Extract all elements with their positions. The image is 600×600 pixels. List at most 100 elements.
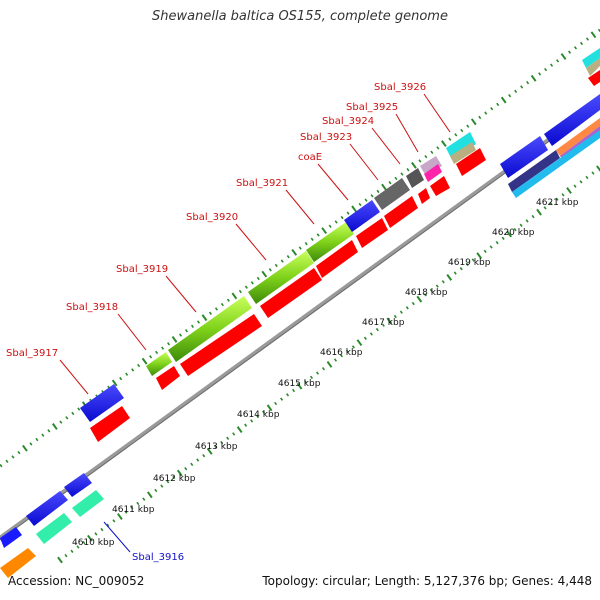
gene-label: Sbal_3924 (322, 116, 374, 127)
tick-mark (328, 224, 332, 228)
tick-mark (381, 183, 387, 191)
tick-mark (280, 397, 284, 401)
tick-mark (298, 246, 302, 250)
tick-track-inner (57, 165, 600, 564)
tick-mark (214, 445, 218, 449)
cds-cyan-right (512, 130, 600, 198)
tick-mark (184, 467, 188, 471)
tick-mark (94, 532, 98, 536)
cds-top-right (582, 48, 600, 68)
scale-label: 4614 kbp (237, 410, 280, 420)
tick-mark (596, 165, 600, 172)
scale-label: 4618 kbp (405, 288, 448, 298)
tick-mark (411, 161, 417, 169)
cds-red-j (456, 148, 486, 176)
cds-sbal-3919 (168, 296, 252, 362)
tick-mark (296, 382, 303, 390)
gene-label: Sbal_3926 (374, 82, 426, 93)
gene-label: Sbal_3923 (300, 132, 352, 143)
tick-mark (418, 159, 422, 163)
tick-mark (70, 549, 74, 553)
summary-text: Topology: circular; Length: 5,127,376 bp… (262, 574, 592, 588)
tick-mark (76, 545, 80, 549)
tick-mark (146, 491, 153, 499)
tick-mark (460, 128, 464, 133)
tick-mark (530, 74, 537, 82)
tick-mark (304, 241, 308, 246)
tick-mark (375, 327, 379, 332)
cds-sbal-3925 (420, 156, 442, 176)
label-leader-line (371, 127, 401, 165)
tick-mark (333, 358, 337, 362)
tick-mark (399, 310, 403, 314)
tick-mark (154, 488, 158, 493)
tick-mark (176, 469, 183, 477)
tick-mark (171, 336, 178, 343)
tick-mark (65, 416, 69, 420)
cds-blue-3 (64, 473, 92, 497)
tick-mark (137, 363, 141, 368)
tick-mark (525, 219, 529, 223)
tick-mark (440, 140, 447, 147)
tick-mark (112, 519, 116, 523)
tick-mark (321, 227, 328, 235)
tick-mark (501, 236, 505, 240)
tick-mark (149, 355, 153, 359)
tick-mark (459, 267, 463, 271)
tick-mark (286, 393, 290, 397)
tick-mark (394, 176, 398, 181)
tick-mark (256, 276, 260, 281)
tick-mark (316, 233, 320, 237)
tick-mark (416, 295, 423, 303)
tick-mark (429, 288, 433, 293)
tick-mark (226, 436, 230, 440)
scale-label: 4611 kbp (112, 505, 155, 515)
tick-mark (303, 380, 308, 384)
cds-sbal-3917 (80, 384, 124, 422)
tick-mark (166, 480, 170, 484)
cds-blue (0, 527, 22, 548)
tick-mark (315, 371, 320, 375)
cds-navy (508, 150, 560, 192)
cds-top-right-2 (586, 58, 600, 76)
tick-mark (585, 175, 589, 180)
tick-mark (536, 208, 542, 216)
tick-mark (82, 540, 86, 545)
cds-sbal-3924 (406, 168, 424, 188)
tick-mark (423, 293, 427, 297)
gene-label: Sbal_3917 (6, 348, 58, 359)
tick-mark (508, 94, 512, 98)
tick-mark (250, 281, 254, 285)
gene-labels: Sbal_3916 Sbal_3917 Sbal_3918 Sbal_3919 Sbal… (6, 82, 451, 563)
tick-mark (244, 423, 248, 427)
gene-label: Sbal_3920 (186, 212, 238, 223)
tick-mark (356, 339, 363, 347)
cds-teal (36, 513, 72, 544)
tick-mark (369, 332, 373, 336)
tick-mark (274, 263, 278, 268)
tick-mark (388, 181, 392, 185)
tick-mark (155, 350, 159, 355)
tick-mark (244, 285, 248, 289)
tick-mark (11, 455, 15, 459)
cds-sbal-3920 (248, 251, 314, 304)
tick-mark (466, 124, 470, 128)
scale-label: 4619 kbp (448, 258, 491, 268)
tick-mark (334, 220, 338, 224)
tick-mark (591, 171, 595, 175)
features-forward (0, 48, 600, 578)
tick-mark (47, 429, 51, 433)
tick-mark (579, 180, 583, 184)
tick-mark (268, 268, 272, 272)
tick-mark (526, 80, 530, 85)
tick-mark (381, 323, 385, 327)
tick-mark (351, 205, 357, 213)
tick-mark (190, 324, 195, 329)
cds-blue-right-2 (544, 94, 600, 146)
gene-label: Sbal_3918 (66, 302, 118, 313)
tick-mark (326, 360, 333, 368)
tick-mark (346, 211, 350, 215)
tick-mark (550, 63, 554, 67)
tick-mark (41, 433, 45, 437)
